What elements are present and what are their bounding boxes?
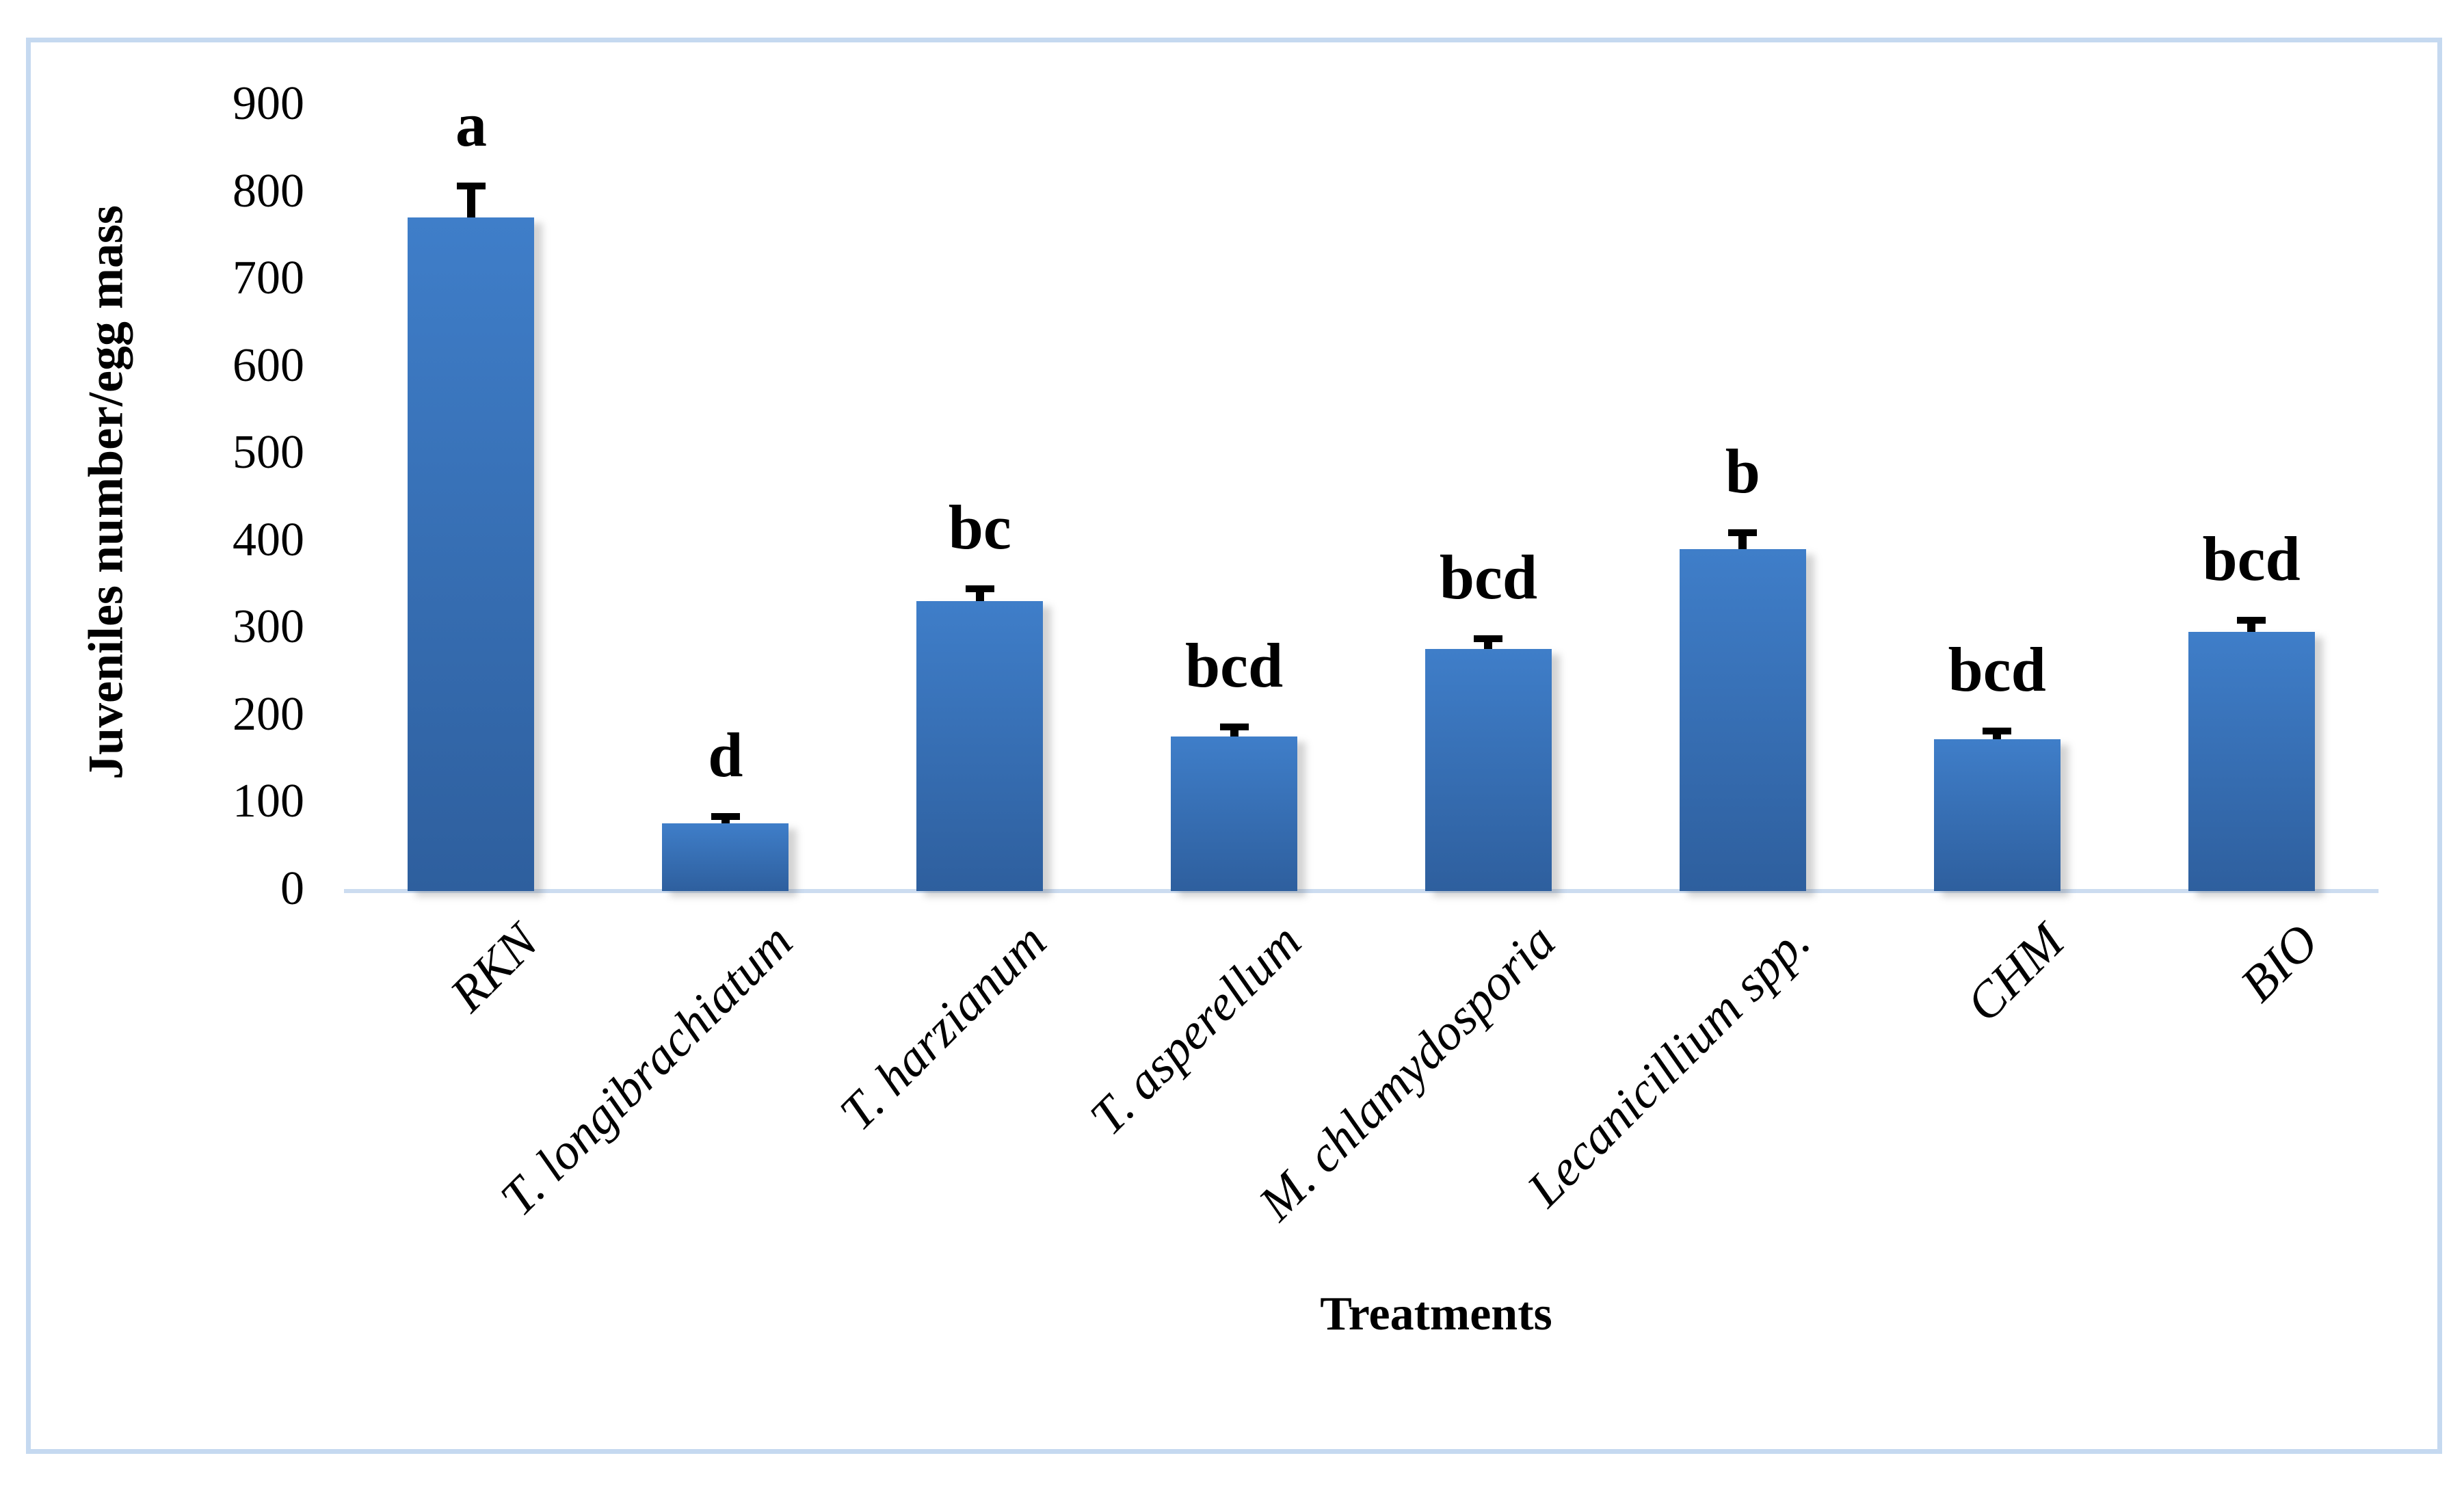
significance-letter: bc — [948, 492, 1011, 563]
bar-t-harzianum — [916, 601, 1044, 891]
y-tick-label: 200 — [233, 687, 304, 741]
y-tick-label: 400 — [233, 513, 304, 566]
y-tick-label: 900 — [233, 77, 304, 130]
x-axis-line — [344, 889, 2379, 893]
y-tick-label: 600 — [233, 339, 304, 392]
bar-m-chlamydosporia — [1425, 649, 1552, 891]
y-tick-label: 800 — [233, 164, 304, 217]
y-tick-label: 700 — [233, 252, 304, 305]
bar-rkn — [408, 217, 535, 891]
significance-letter: a — [455, 89, 487, 159]
bar-bio — [2188, 631, 2315, 891]
significance-letter: bcd — [1184, 630, 1284, 700]
error-bar-stem — [466, 182, 475, 217]
error-bar-cap — [965, 585, 994, 593]
x-axis-title: Treatments — [1320, 1288, 1552, 1340]
bar-chm — [1933, 739, 2061, 891]
error-bar-cap — [1983, 728, 2012, 735]
error-bar-cap — [1219, 723, 1249, 730]
y-tick-label: 100 — [233, 775, 304, 828]
error-bar-cap — [1728, 529, 1758, 537]
y-tick-label: 0 — [280, 862, 304, 915]
significance-letter: bcd — [1439, 542, 1538, 612]
bar-t-asperellum — [1171, 736, 1298, 891]
significance-letter: bcd — [2202, 524, 2301, 594]
error-bar-cap — [1474, 635, 1503, 642]
error-bar-cap — [711, 813, 740, 821]
significance-letter: d — [708, 720, 743, 791]
significance-letter: bcd — [1948, 635, 2046, 705]
bar-lecanicillium-spp- — [1679, 548, 1806, 891]
error-bar-cap — [2237, 617, 2266, 624]
bar-t-longibrachiatum — [662, 823, 789, 891]
significance-letter: b — [1725, 436, 1760, 507]
y-tick-label: 300 — [233, 600, 304, 654]
y-axis-title: Juveniles number/egg mass — [78, 204, 133, 780]
y-tick-label: 500 — [233, 426, 304, 479]
error-bar-cap — [456, 182, 486, 189]
